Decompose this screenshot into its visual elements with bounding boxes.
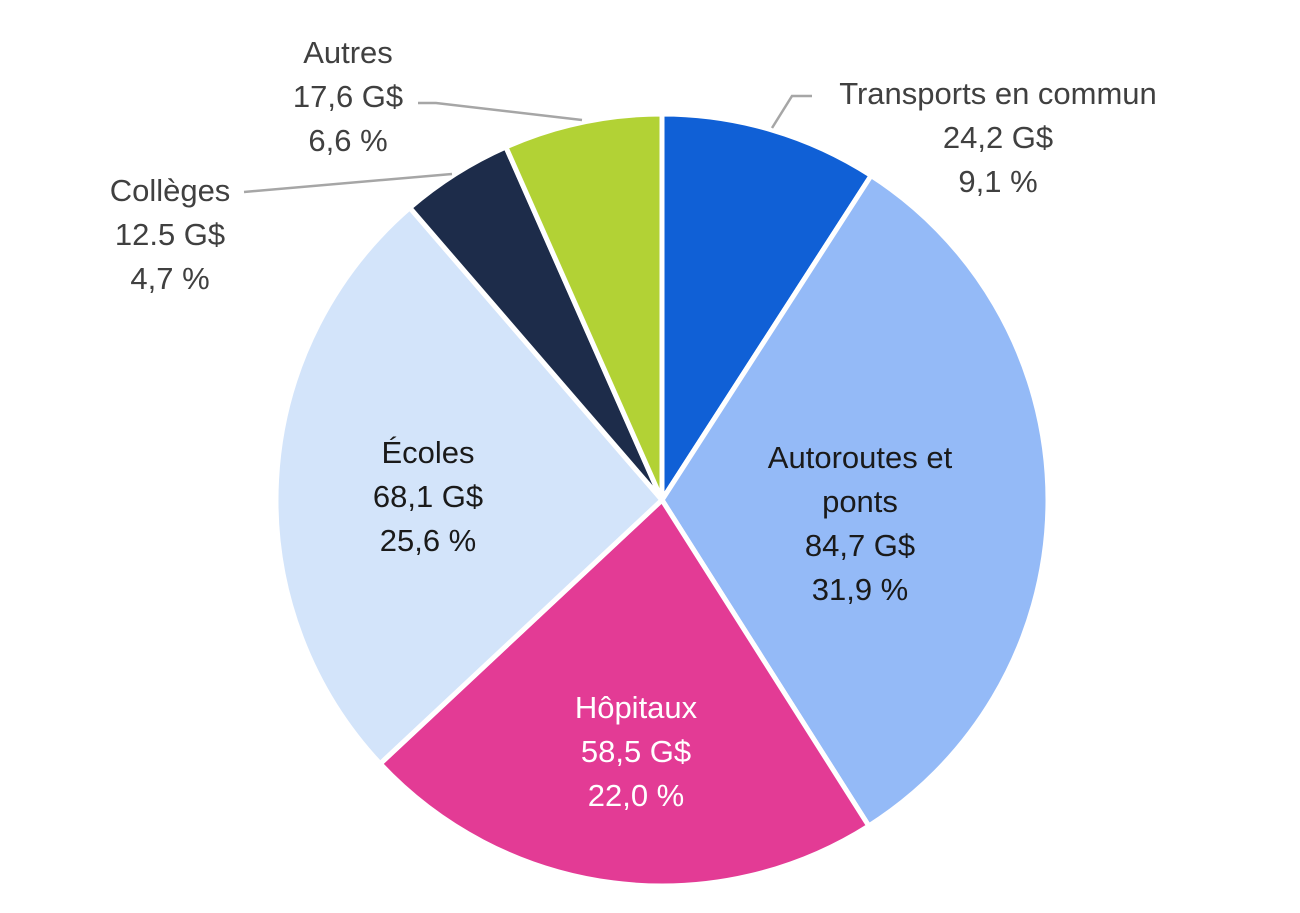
category-label-ecoles: Écoles xyxy=(381,435,474,470)
pie-slice-autres xyxy=(503,111,665,503)
percent-label-colleges: 4,7 % xyxy=(130,261,209,296)
category-label-transports-en-commun: Transports en commun xyxy=(839,76,1157,111)
value-label-ecoles: 68,1 G$ xyxy=(373,479,483,514)
slice-label-autres: Autres 17,6 G$ 6,6 % xyxy=(293,35,403,158)
category-label-hopitaux: Hôpitaux xyxy=(575,690,698,725)
pie-slices xyxy=(273,111,1051,889)
pie-slice-transports-en-commun xyxy=(659,111,874,503)
value-label-autoroutes-et-ponts: 84,7 G$ xyxy=(805,528,915,563)
slice-label-ecoles: Écoles 68,1 G$ 25,6 % xyxy=(373,435,483,558)
value-label-hopitaux: 58,5 G$ xyxy=(581,734,691,769)
leader-line-colleges xyxy=(243,172,453,194)
slice-label-transports-en-commun: Transports en commun 24,2 G$ 9,1 % xyxy=(839,76,1157,199)
leader-line-autres xyxy=(418,101,583,122)
percent-label-hopitaux: 22,0 % xyxy=(588,778,685,813)
value-label-transports-en-commun: 24,2 G$ xyxy=(943,120,1053,155)
slice-labels: Transports en commun 24,2 G$ 9,1 % Autorout… xyxy=(110,35,1157,813)
pie-slice-ecoles xyxy=(273,205,665,767)
pie-slice-autoroutes-et-ponts xyxy=(659,173,1051,829)
slice-label-autoroutes-et-ponts: Autoroutes et ponts 84,7 G$ 31,9 % xyxy=(768,440,953,607)
value-label-autres: 17,6 G$ xyxy=(293,79,403,114)
leader-line-transports-en-commun xyxy=(770,94,812,129)
value-label-colleges: 12.5 G$ xyxy=(115,217,225,252)
percent-label-ecoles: 25,6 % xyxy=(380,523,477,558)
percent-label-autres: 6,6 % xyxy=(308,123,387,158)
percent-label-transports-en-commun: 9,1 % xyxy=(958,164,1037,199)
category-label-autres: Autres xyxy=(303,35,393,70)
leader-lines xyxy=(243,94,812,194)
category-label-colleges: Collèges xyxy=(110,173,231,208)
slice-label-colleges: Collèges 12.5 G$ 4,7 % xyxy=(110,173,231,296)
category-label-autoroutes-et-ponts: ponts xyxy=(822,484,898,519)
slice-label-hopitaux: Hôpitaux 58,5 G$ 22,0 % xyxy=(575,690,698,813)
pie-slice-hopitaux xyxy=(377,497,872,889)
category-label-autoroutes-et-ponts: Autoroutes et xyxy=(768,440,953,475)
percent-label-autoroutes-et-ponts: 31,9 % xyxy=(812,572,909,607)
